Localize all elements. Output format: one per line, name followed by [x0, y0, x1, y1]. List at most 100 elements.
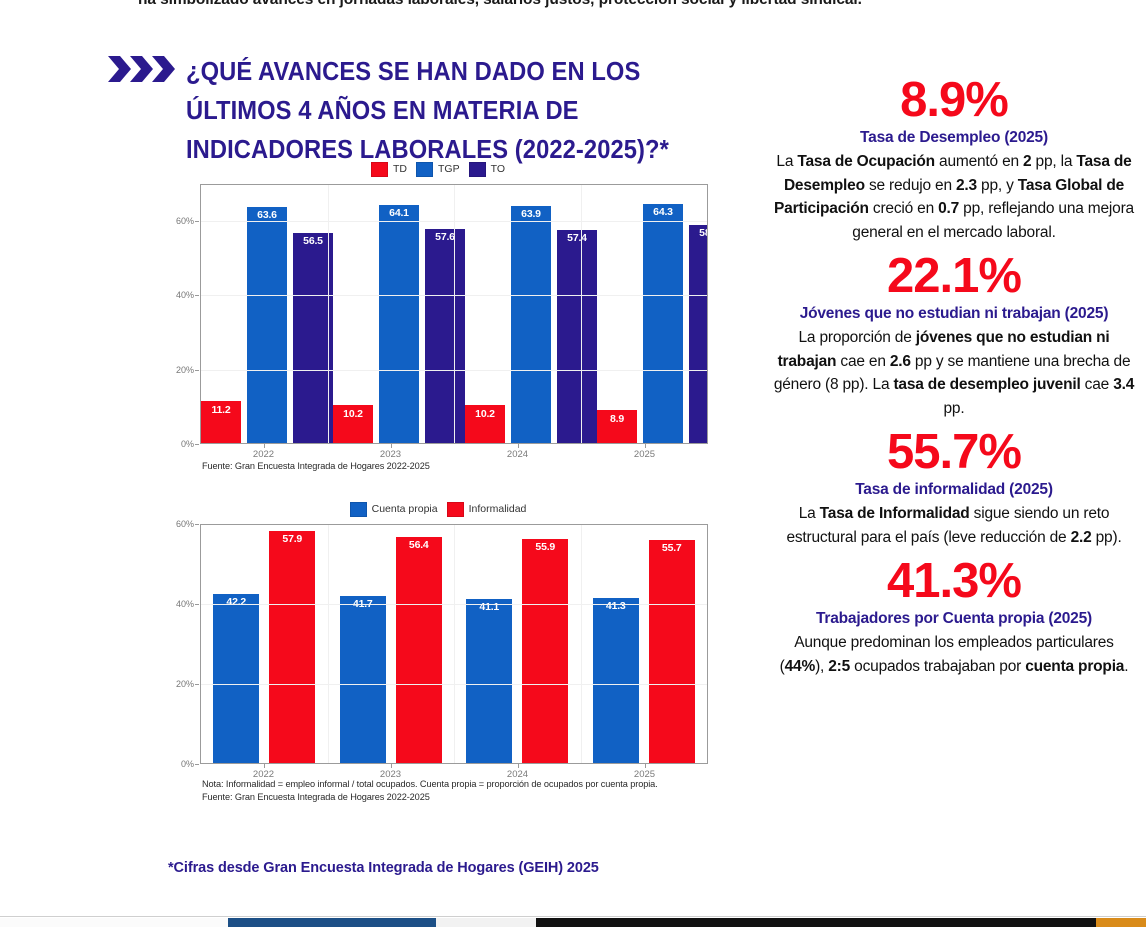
category-separator — [454, 525, 455, 763]
bar-informalidad-2024: 55.9 — [522, 539, 569, 763]
bar-td-2022: 11.2 — [201, 401, 241, 443]
bar-value-label: 63.6 — [257, 208, 277, 221]
bar-td-2023: 10.2 — [333, 405, 373, 443]
bar-cuenta-propia-2022: 42.2 — [213, 594, 260, 763]
chart2-plot: 42.2 57.9 41.7 56.4 41.1 55.9 41.3 55.7 — [200, 524, 708, 764]
category-separator — [327, 525, 329, 763]
bar-cuenta-propia-2023: 41.7 — [339, 596, 386, 763]
bar-group-2025: 41.3 55.7 — [581, 525, 708, 763]
legend-swatch-tgp — [416, 161, 433, 177]
stat-card-cuenta-propia: 41.3% Trabajadores por Cuenta propia (20… — [762, 555, 1146, 678]
chart-indicadores-laborales: TD TGP TO 0% 20% 40% 60% 11.2 63.6 56.5 10.2 64… — [168, 160, 708, 490]
y-tick-label: 60% — [175, 519, 200, 529]
bar-tgp-2022: 63.6 — [247, 206, 287, 443]
chart1-source-note: Fuente: Gran Encuesta Integrada de Hogar… — [202, 461, 430, 471]
x-tick-label-2023: 2023 — [327, 764, 454, 780]
bar-group-2023: 10.2 64.1 57.6 — [333, 185, 465, 443]
bar-group-2024: 10.2 63.9 57.4 — [465, 185, 597, 443]
stat-card-desempleo: 8.9% Tasa de Desempleo (2025) La Tasa de… — [762, 74, 1146, 244]
legend-item-tgp: TGP — [416, 161, 460, 177]
bar-cuenta-propia-2024: 41.1 — [466, 598, 513, 763]
bar-td-2025: 8.9 — [597, 409, 637, 443]
bar-informalidad-2022: 57.9 — [269, 531, 316, 763]
stat-card-informalidad: 55.7% Tasa de informalidad (2025) La Tas… — [762, 426, 1146, 549]
bar-informalidad-2023: 56.4 — [395, 537, 442, 763]
bar-to-2025: 58.6 — [689, 225, 707, 443]
legend-item-informalidad: Informalidad — [446, 501, 527, 517]
category-separator — [327, 185, 329, 443]
bar-value-label: 58.6 — [699, 227, 707, 240]
legend-label-informalidad: Informalidad — [468, 503, 527, 515]
y-tick-label: 40% — [175, 599, 200, 609]
bar-value-label: 57.4 — [567, 231, 587, 244]
bar-to-2024: 57.4 — [557, 229, 597, 443]
stat-value: 41.3% — [887, 554, 1022, 608]
stat-card-ninis: 22.1% Jóvenes que no estudian ni trabaja… — [762, 250, 1146, 420]
bar-value-label: 56.4 — [408, 539, 429, 552]
bar-tgp-2024: 63.9 — [511, 205, 551, 443]
bar-group-2025: 8.9 64.3 58.6 — [597, 185, 707, 443]
chart2-legend: Cuenta propia Informalidad — [168, 500, 708, 518]
footnote: *Cifras desde Gran Encuesta Integrada de… — [168, 860, 599, 876]
legend-label-cuenta-propia: Cuenta propia — [371, 503, 438, 515]
bar-to-2023: 57.6 — [425, 229, 465, 443]
clipped-paragraph-above: ha simbolizado avances en jornadas labor… — [138, 0, 918, 11]
chart1-y-axis: 0% 20% 40% 60% — [168, 184, 200, 449]
legend-item-td: TD — [371, 161, 407, 177]
chart2-x-axis: 2022 2023 2024 2025 — [200, 764, 708, 780]
triple-chevron-right-icon — [106, 52, 184, 86]
bar-value-label: 64.1 — [389, 206, 409, 219]
page-title: ¿QUÉ AVANCES SE HAN DADO EN LOS ÚLTIMOS … — [186, 58, 669, 165]
legend-label-to: TO — [490, 163, 505, 175]
bar-informalidad-2025: 55.7 — [648, 540, 695, 763]
bar-value-label: 11.2 — [211, 404, 231, 417]
stat-body: Aunque predominan los empleados particul… — [779, 634, 1129, 675]
bar-value-label: 64.3 — [653, 206, 673, 219]
legend-item-cuenta-propia: Cuenta propia — [349, 501, 438, 517]
category-separator — [580, 525, 582, 763]
legend-swatch-cuenta-propia — [349, 501, 367, 517]
y-tick-label: 20% — [175, 364, 200, 375]
chart1-legend: TD TGP TO — [168, 160, 708, 178]
y-tick-label: 20% — [175, 679, 200, 689]
x-tick-label-2025: 2025 — [581, 444, 708, 460]
bar-group-2022: 42.2 57.9 — [201, 525, 328, 763]
bar-value-label: 41.3 — [605, 599, 626, 612]
bar-value-label: 57.9 — [282, 533, 303, 546]
category-separator — [454, 185, 455, 443]
bar-value-label: 57.6 — [435, 231, 455, 244]
chart2-source-note: Nota: Informalidad = empleo informal / t… — [202, 779, 658, 802]
stat-body: La Tasa de Ocupación aumentó en 2 pp, la… — [774, 153, 1134, 241]
bar-value-label: 41.1 — [479, 600, 500, 613]
x-tick-label-2022: 2022 — [200, 764, 327, 780]
chart1-plot-area: 0% 20% 40% 60% 11.2 63.6 56.5 10.2 64.1 57.6 10.2… — [168, 184, 708, 449]
bar-to-2022: 56.5 — [293, 233, 333, 443]
y-tick-label: 0% — [180, 439, 200, 449]
stat-value: 55.7% — [887, 425, 1022, 479]
bar-value-label: 63.9 — [521, 207, 541, 220]
chart2-plot-area: 0% 20% 40% 60% 42.2 57.9 41.7 56.4 41.1 55.9 41.3… — [168, 519, 708, 769]
x-tick-label-2024: 2024 — [454, 764, 581, 780]
legend-swatch-informalidad — [446, 501, 464, 517]
bar-value-label: 56.5 — [303, 235, 323, 248]
x-tick-label-2025: 2025 — [581, 764, 708, 780]
bar-td-2024: 10.2 — [465, 405, 505, 443]
bar-value-label: 10.2 — [475, 408, 495, 421]
x-tick-label-2024: 2024 — [454, 444, 581, 460]
bar-value-label: 10.2 — [343, 408, 363, 421]
stat-value: 22.1% — [887, 249, 1022, 303]
stats-column: 8.9% Tasa de Desempleo (2025) La Tasa de… — [762, 74, 1146, 684]
stat-label: Trabajadores por Cuenta propia (2025) — [816, 610, 1092, 627]
legend-label-tgp: TGP — [438, 163, 460, 175]
legend-item-to: TO — [468, 161, 505, 177]
stat-label: Jóvenes que no estudian ni trabajan (202… — [799, 305, 1109, 322]
bar-cuenta-propia-2025: 41.3 — [592, 597, 639, 763]
stat-body: La Tasa de Informalidad sigue siendo un … — [786, 505, 1122, 546]
bar-group-2024: 41.1 55.9 — [454, 525, 581, 763]
legend-swatch-to — [468, 161, 486, 177]
bar-value-label: 8.9 — [610, 412, 624, 425]
stat-label: Tasa de Desempleo (2025) — [860, 129, 1048, 146]
bar-tgp-2023: 64.1 — [379, 204, 419, 443]
bottom-edge-strip — [0, 916, 1146, 927]
bar-value-label: 55.7 — [661, 542, 682, 555]
